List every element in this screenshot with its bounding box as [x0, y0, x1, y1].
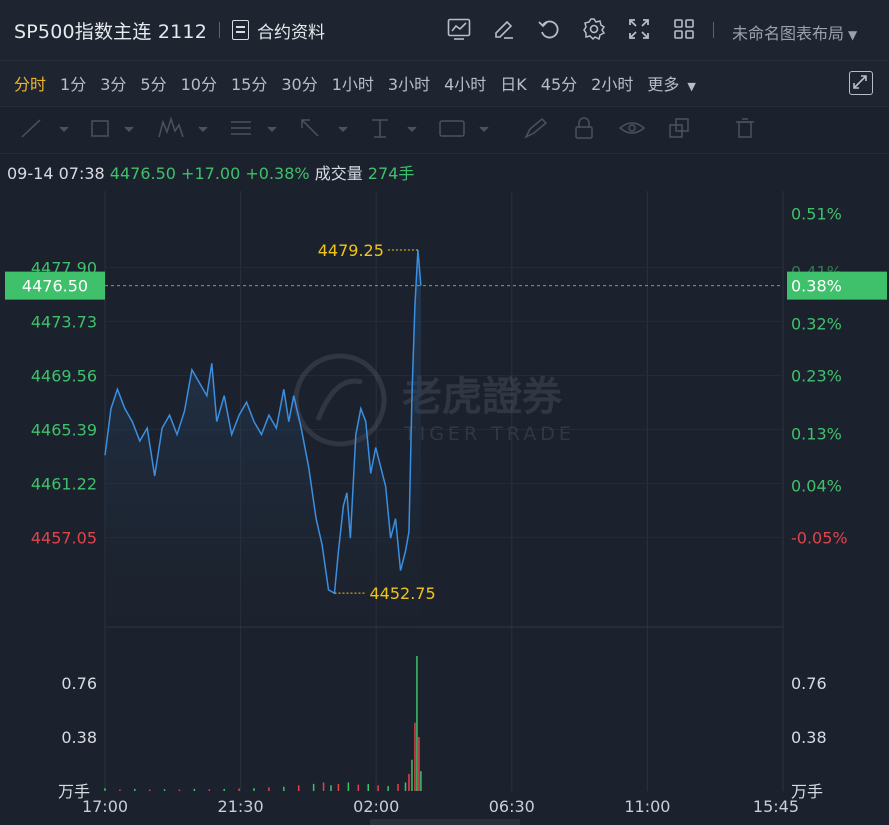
- trash-icon[interactable]: [736, 118, 754, 138]
- y-tick-right: 0.23%: [791, 367, 842, 386]
- period-tab-daily[interactable]: 日K: [500, 75, 527, 94]
- brush-icon[interactable]: [524, 117, 548, 139]
- layout-label: 未命名图表布局: [732, 24, 845, 43]
- text-tool-icon[interactable]: [439, 120, 489, 137]
- line-tool-icon[interactable]: [21, 119, 69, 138]
- current-pct-tag: [787, 271, 887, 300]
- separator: [713, 22, 714, 38]
- period-tab-1h[interactable]: 1小时: [331, 75, 374, 94]
- x-tick: 21:30: [218, 797, 264, 816]
- x-tick: 06:30: [489, 797, 535, 816]
- pattern-tool-icon[interactable]: [158, 116, 208, 138]
- y-tick-left: 4469.56: [31, 367, 97, 386]
- volume-unit-left: 万手: [58, 782, 90, 801]
- y-tick-left: 4461.22: [31, 475, 97, 494]
- x-tick: 15:45: [753, 797, 799, 816]
- chart-axes: 4477.90 4473.73 4469.56 4465.39 4461.22 4457.…: [31, 205, 848, 817]
- chart-markers: 4476.50 0.38% 4479.25 4452.75: [5, 241, 887, 603]
- layout-selector[interactable]: 未命名图表布局 ▼: [732, 20, 857, 44]
- chart-indicator-icon[interactable]: [444, 14, 474, 44]
- watermark: 老虎證券 TIGER TRADE: [293, 353, 575, 447]
- chevron-down-icon: ▼: [848, 28, 858, 42]
- period-tab-timeshare[interactable]: 分时: [14, 75, 47, 94]
- arrow-tool-icon[interactable]: [301, 119, 348, 137]
- period-tab-30m[interactable]: 30分: [281, 75, 318, 94]
- volume-tick-right: 0.76: [791, 674, 827, 693]
- chevron-down-icon: ▼: [687, 80, 696, 93]
- document-icon: [231, 20, 249, 40]
- period-tab-15m[interactable]: 15分: [230, 75, 268, 94]
- separator: [218, 22, 220, 38]
- period-tab-45m[interactable]: 45分: [540, 75, 578, 94]
- current-price-tag: [5, 271, 105, 300]
- period-bar: 分时 1分 3分 5分 10分 15分 30分 1小时 3小时 4小时 日K 4…: [0, 61, 889, 105]
- quote-price: 4476.50: [109, 164, 176, 183]
- header-bar: SP500指数主连 2112 合约资料 未命名图表布局 ▼: [0, 0, 889, 61]
- y-tick-left: 4473.73: [31, 313, 97, 332]
- watermark-cn: 老虎證券: [402, 374, 563, 420]
- instrument-title[interactable]: SP500指数主连 2112: [14, 20, 207, 43]
- drawing-toolbar: [0, 106, 889, 154]
- volume-bars: [104, 656, 422, 791]
- watermark-en: TIGER TRADE: [403, 423, 575, 445]
- y-tick-right: 0.32%: [791, 314, 842, 333]
- period-tab-2h[interactable]: 2小时: [591, 75, 634, 94]
- fibonacci-tool-icon[interactable]: [231, 121, 277, 135]
- period-more-label: 更多: [647, 75, 680, 94]
- quote-info-line: 09-14 07:38 4476.50 +17.00 +0.38% 成交量 27…: [7, 160, 414, 184]
- period-tab-1m[interactable]: 1分: [60, 75, 87, 94]
- period-tab-4h[interactable]: 4小时: [444, 75, 487, 94]
- lock-icon[interactable]: [575, 117, 593, 139]
- period-tab-3m[interactable]: 3分: [100, 75, 127, 94]
- y-tick-left: 4457.05: [31, 529, 97, 548]
- rectangle-tool-icon[interactable]: [91, 120, 134, 137]
- period-tab-10m[interactable]: 10分: [180, 75, 217, 94]
- x-tick: 11:00: [624, 797, 670, 816]
- period-more-dropdown[interactable]: 更多 ▼: [647, 71, 695, 95]
- volume-tick-left: 0.76: [61, 674, 97, 693]
- quote-datetime: 09-14 07:38: [7, 164, 105, 183]
- low-marker-label: 4452.75: [369, 584, 435, 603]
- price-line: [104, 249, 422, 595]
- expand-chart-icon[interactable]: [849, 71, 873, 95]
- grid-layout-icon[interactable]: [669, 14, 699, 44]
- header-toolbar: [444, 14, 714, 44]
- quote-volume: 274手: [367, 164, 415, 183]
- high-marker-label: 4479.25: [318, 241, 384, 260]
- quote-volume-label: 成交量: [314, 164, 363, 183]
- y-tick-right: 0.13%: [791, 424, 842, 443]
- period-tab-3h[interactable]: 3小时: [387, 75, 431, 94]
- edit-icon[interactable]: [489, 14, 519, 44]
- contract-info-label: 合约资料: [256, 22, 325, 43]
- scroll-handle[interactable]: [370, 819, 520, 825]
- y-tick-left: 4465.39: [31, 421, 97, 440]
- quote-change-pct: +0.38%: [245, 164, 310, 183]
- quote-change: +17.00: [181, 164, 241, 183]
- y-tick-left: 4477.90: [31, 259, 97, 278]
- y-tick-right: -0.05%: [791, 529, 848, 548]
- fullscreen-icon[interactable]: [624, 14, 654, 44]
- measure-tool-icon[interactable]: [372, 119, 417, 138]
- layers-icon[interactable]: [669, 118, 689, 138]
- y-tick-right: 0.04%: [791, 476, 842, 495]
- undo-icon[interactable]: [534, 14, 564, 44]
- y-tick-right: 0.41%: [791, 262, 842, 281]
- eye-icon[interactable]: [618, 122, 646, 134]
- volume-tick-right: 0.38: [791, 728, 827, 747]
- current-price-label: 4476.50: [22, 277, 88, 296]
- volume-tick-left: 0.38: [61, 728, 97, 747]
- y-tick-right: 0.51%: [791, 205, 842, 224]
- x-tick: 02:00: [353, 797, 399, 816]
- current-pct-label: 0.38%: [791, 277, 842, 296]
- x-tick: 17:00: [82, 797, 128, 816]
- settings-icon[interactable]: [579, 14, 609, 44]
- volume-unit-right: 万手: [791, 782, 823, 801]
- period-tab-5m[interactable]: 5分: [140, 75, 167, 94]
- price-area-fill: [105, 250, 421, 627]
- contract-info-button[interactable]: 合约资料: [231, 18, 325, 43]
